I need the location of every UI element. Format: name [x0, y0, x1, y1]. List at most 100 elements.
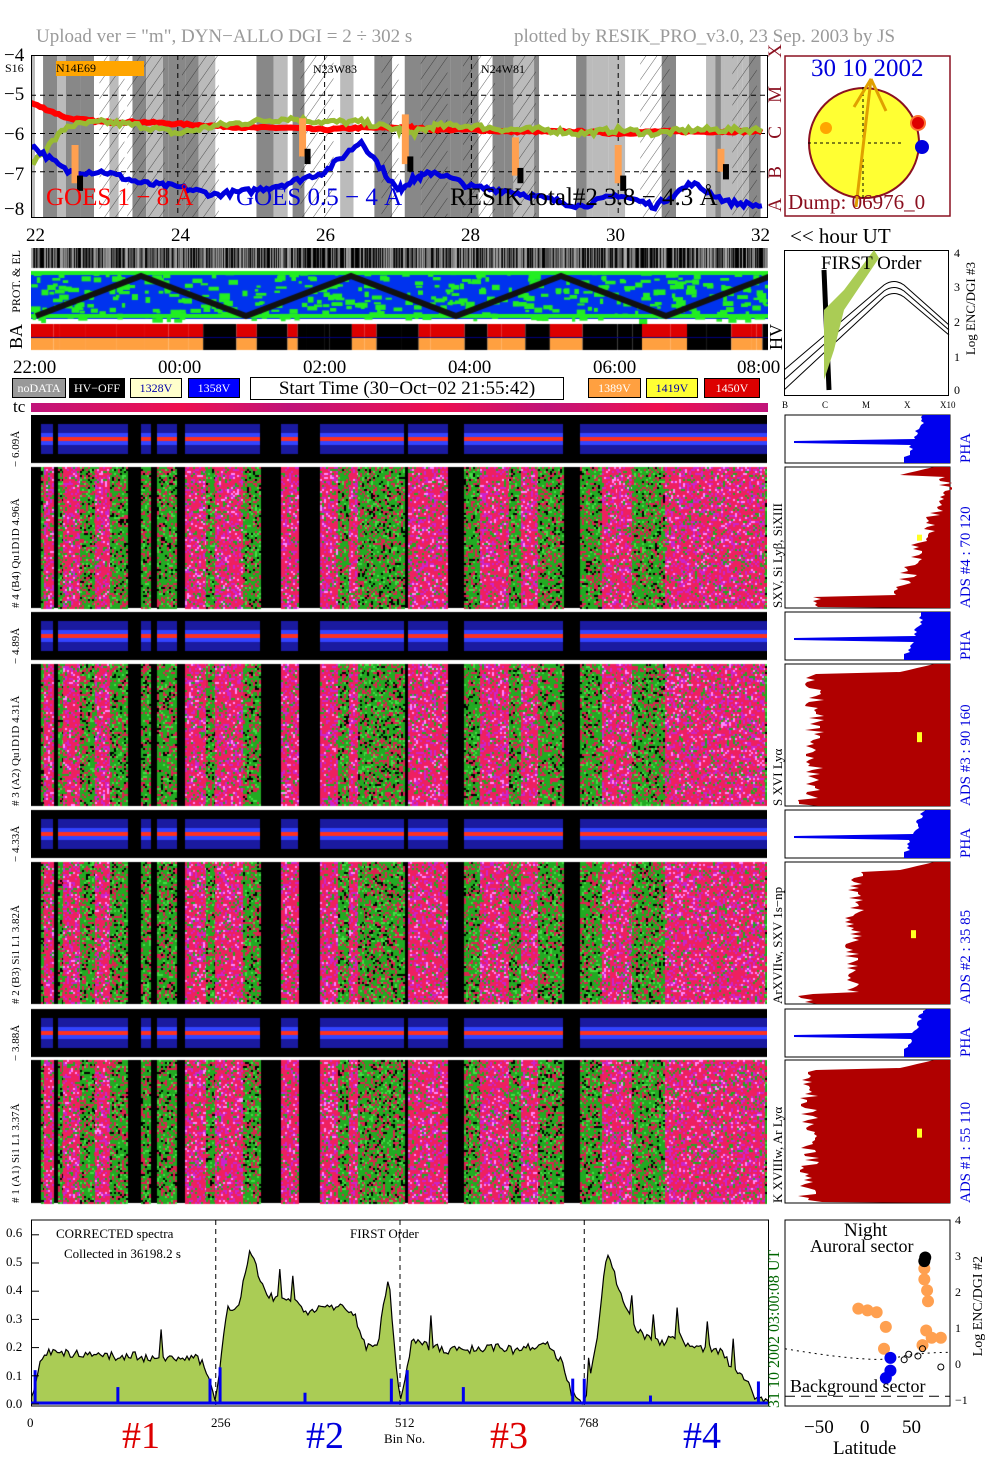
ads-marker — [917, 534, 922, 541]
ads-marker — [917, 732, 922, 743]
y-tick: 0.1 — [6, 1367, 23, 1383]
legend-hv-off: HV−OFF — [69, 378, 125, 398]
region-label: N24W81 — [481, 62, 525, 76]
pointer — [869, 78, 888, 112]
plotted-by: plotted by RESIK_PRO_v3.0, 23 Sep. 2003 … — [514, 26, 896, 47]
hatched-band — [732, 55, 757, 218]
y-tick: 0.6 — [6, 1225, 23, 1240]
pha-label: PHA — [958, 432, 974, 463]
channel-3-label: #3 — [490, 1415, 528, 1457]
hour-ut-label: << hour UT — [790, 224, 891, 248]
disk-date: 30 10 2002 — [811, 55, 924, 82]
occultation-band — [162, 55, 169, 218]
threshold-curve — [784, 287, 950, 381]
y-tick: −1 — [955, 1393, 968, 1407]
ads-histogram — [798, 1060, 950, 1203]
pha-histogram — [794, 415, 950, 463]
x-tick: 768 — [579, 1415, 599, 1430]
x-tick: 512 — [395, 1415, 415, 1430]
tc-label: tc — [13, 397, 26, 416]
occultation-band — [539, 55, 546, 218]
scatter-point-orange — [878, 1342, 890, 1355]
ads-histogram — [798, 664, 950, 806]
legend-1419v: 1419V — [646, 378, 698, 398]
x-tick: −50 — [804, 1417, 834, 1438]
scatter-point-orange — [879, 1320, 892, 1333]
y-tick: 0.4 — [6, 1282, 23, 1297]
y-tick: 0.2 — [6, 1339, 23, 1354]
occultation-band — [374, 55, 384, 218]
spectrum-order: FIRST Order — [350, 1226, 419, 1241]
occultation-band — [240, 55, 247, 218]
scatter-cluster — [824, 250, 879, 380]
legend-1389v: 1389V — [588, 378, 641, 398]
channel-name: # 4 (B4) Qu1D1D 4.96Å — [10, 498, 22, 608]
scatter-point-orange — [921, 1284, 934, 1297]
occultation-band — [592, 55, 609, 218]
time-tick: 00:00 — [158, 357, 202, 378]
dump-label: Dump: 06976_0 — [788, 190, 926, 214]
x-tick: 0 — [860, 1417, 870, 1438]
occultation-band — [545, 55, 564, 218]
legend-1450v: 1450V — [704, 378, 760, 398]
legend-1328v: 1328V — [130, 378, 182, 398]
x-tick: 26 — [316, 225, 335, 246]
x-tick: B — [782, 400, 789, 410]
y-tick: 0.0 — [6, 1396, 23, 1411]
time-tick: 04:00 — [448, 357, 492, 378]
occultation-band — [31, 55, 36, 218]
spectrum-collected: Collected in 36198.2 s — [64, 1246, 181, 1261]
y-tick: 4 — [954, 246, 960, 260]
channel-1-label: #1 — [122, 1415, 160, 1457]
occultation-band — [534, 55, 540, 218]
ads-label: ADS #2 : 35 85 — [958, 909, 974, 1004]
region-label: N14E69 — [56, 61, 144, 76]
start-time: Start Time (30−Oct−02 21:55:42) — [250, 377, 564, 400]
upload-info: Upload ver = "m", DYN−ALLO DGI = 2 ÷ 302… — [36, 26, 413, 47]
legend-nodata: noDATA — [12, 378, 66, 398]
channel-2-label: #2 — [306, 1415, 344, 1457]
prot-el-label: PROT. & EL — [9, 250, 23, 313]
y-tick: −7 — [4, 164, 25, 185]
occultation-band — [246, 55, 257, 218]
y-tick: −6 — [4, 124, 25, 145]
occultation-band — [57, 55, 66, 218]
corrected-spectrum — [31, 1249, 770, 1406]
spectrum-note: CORRECTED spectra — [56, 1226, 174, 1241]
particle-and-ba-strips — [31, 248, 768, 351]
x-tick: 50 — [902, 1417, 921, 1438]
channel-name: # 2 (B3) Si1 L1 3.82Å — [10, 905, 22, 1004]
legend-goes-long: GOES 1 − 8 Å — [46, 184, 194, 211]
x-tick: C — [822, 400, 829, 410]
occultation-band — [450, 55, 462, 218]
y-tick: −5 — [4, 84, 25, 105]
occultation-band — [576, 55, 587, 218]
channel-range: − 3.88Å — [10, 1024, 22, 1061]
x-tick: 30 — [606, 225, 625, 246]
scatter-point-orange — [861, 1304, 874, 1317]
occultation-band — [80, 55, 95, 218]
pha-histogram — [794, 612, 950, 660]
x-tick: 24 — [171, 225, 190, 246]
channel-lines: SXV, Si Lyβ, SiXIII — [770, 503, 785, 608]
pha-label: PHA — [958, 1026, 974, 1057]
time-tick: 08:00 — [737, 357, 781, 378]
scatter-point-orange — [870, 1306, 883, 1319]
occultation-band — [168, 55, 186, 218]
scatter-point-orange — [852, 1302, 865, 1315]
threshold-curve — [784, 293, 950, 391]
ads-label: ADS #3 : 90 160 — [958, 704, 974, 806]
y-tick: 1 — [955, 1321, 961, 1335]
occultation-band — [720, 55, 725, 218]
occultation-band — [504, 55, 514, 218]
occultation-band — [760, 55, 768, 218]
legend-goes-short: GOES 0.5 − 4 Å — [236, 184, 403, 211]
region-label: S16 — [5, 61, 24, 75]
light-curve-plot — [31, 55, 768, 218]
y-tick: 3 — [955, 1249, 961, 1263]
active-region — [820, 122, 832, 134]
x-tick: 0 — [27, 1415, 34, 1430]
y-tick: 1 — [954, 350, 960, 364]
pha-histogram — [794, 810, 950, 858]
occultation-band — [35, 55, 44, 218]
